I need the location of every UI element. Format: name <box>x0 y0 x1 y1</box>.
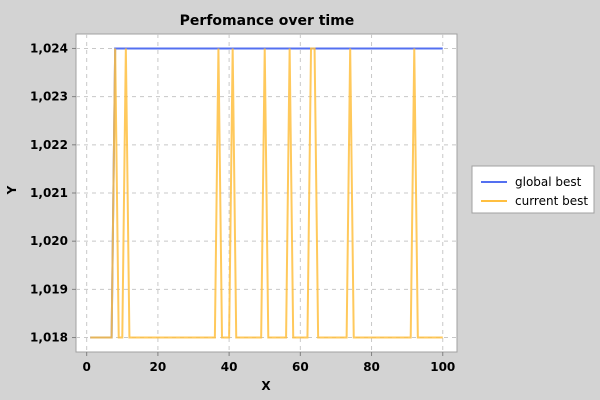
x-tick-label: 80 <box>363 360 380 374</box>
legend-box <box>471 165 595 214</box>
axes <box>72 47 444 356</box>
y-tick-label: 1,022 <box>30 138 68 152</box>
legend-label-global-best: global best <box>515 175 582 189</box>
y-tick-label: 1,018 <box>30 331 68 345</box>
x-tick-label: 60 <box>292 360 309 374</box>
y-tick-label: 1,021 <box>30 186 68 200</box>
y-tick-label: 1,024 <box>30 41 68 55</box>
series-lines <box>90 47 443 339</box>
x-tick-label: 0 <box>83 360 91 374</box>
x-tick-label: 100 <box>430 360 455 374</box>
x-axis-label: X <box>261 379 271 393</box>
series-line-current-best <box>90 47 443 339</box>
y-tick-label: 1,023 <box>30 90 68 104</box>
y-tick-label: 1,019 <box>30 282 68 296</box>
chart-title: Perfomance over time <box>180 13 355 29</box>
legend-label-current-best: current best <box>515 194 588 208</box>
legend: global best current best <box>471 165 595 214</box>
x-tick-label: 40 <box>221 360 238 374</box>
y-tick-label: 1,020 <box>30 234 68 248</box>
x-tick-label: 20 <box>150 360 167 374</box>
y-axis-label: Y <box>5 185 19 195</box>
tick-labels: 0 20 40 60 80 100 1,018 1,019 1,020 1,021 1,022 1,0… <box>30 41 455 374</box>
